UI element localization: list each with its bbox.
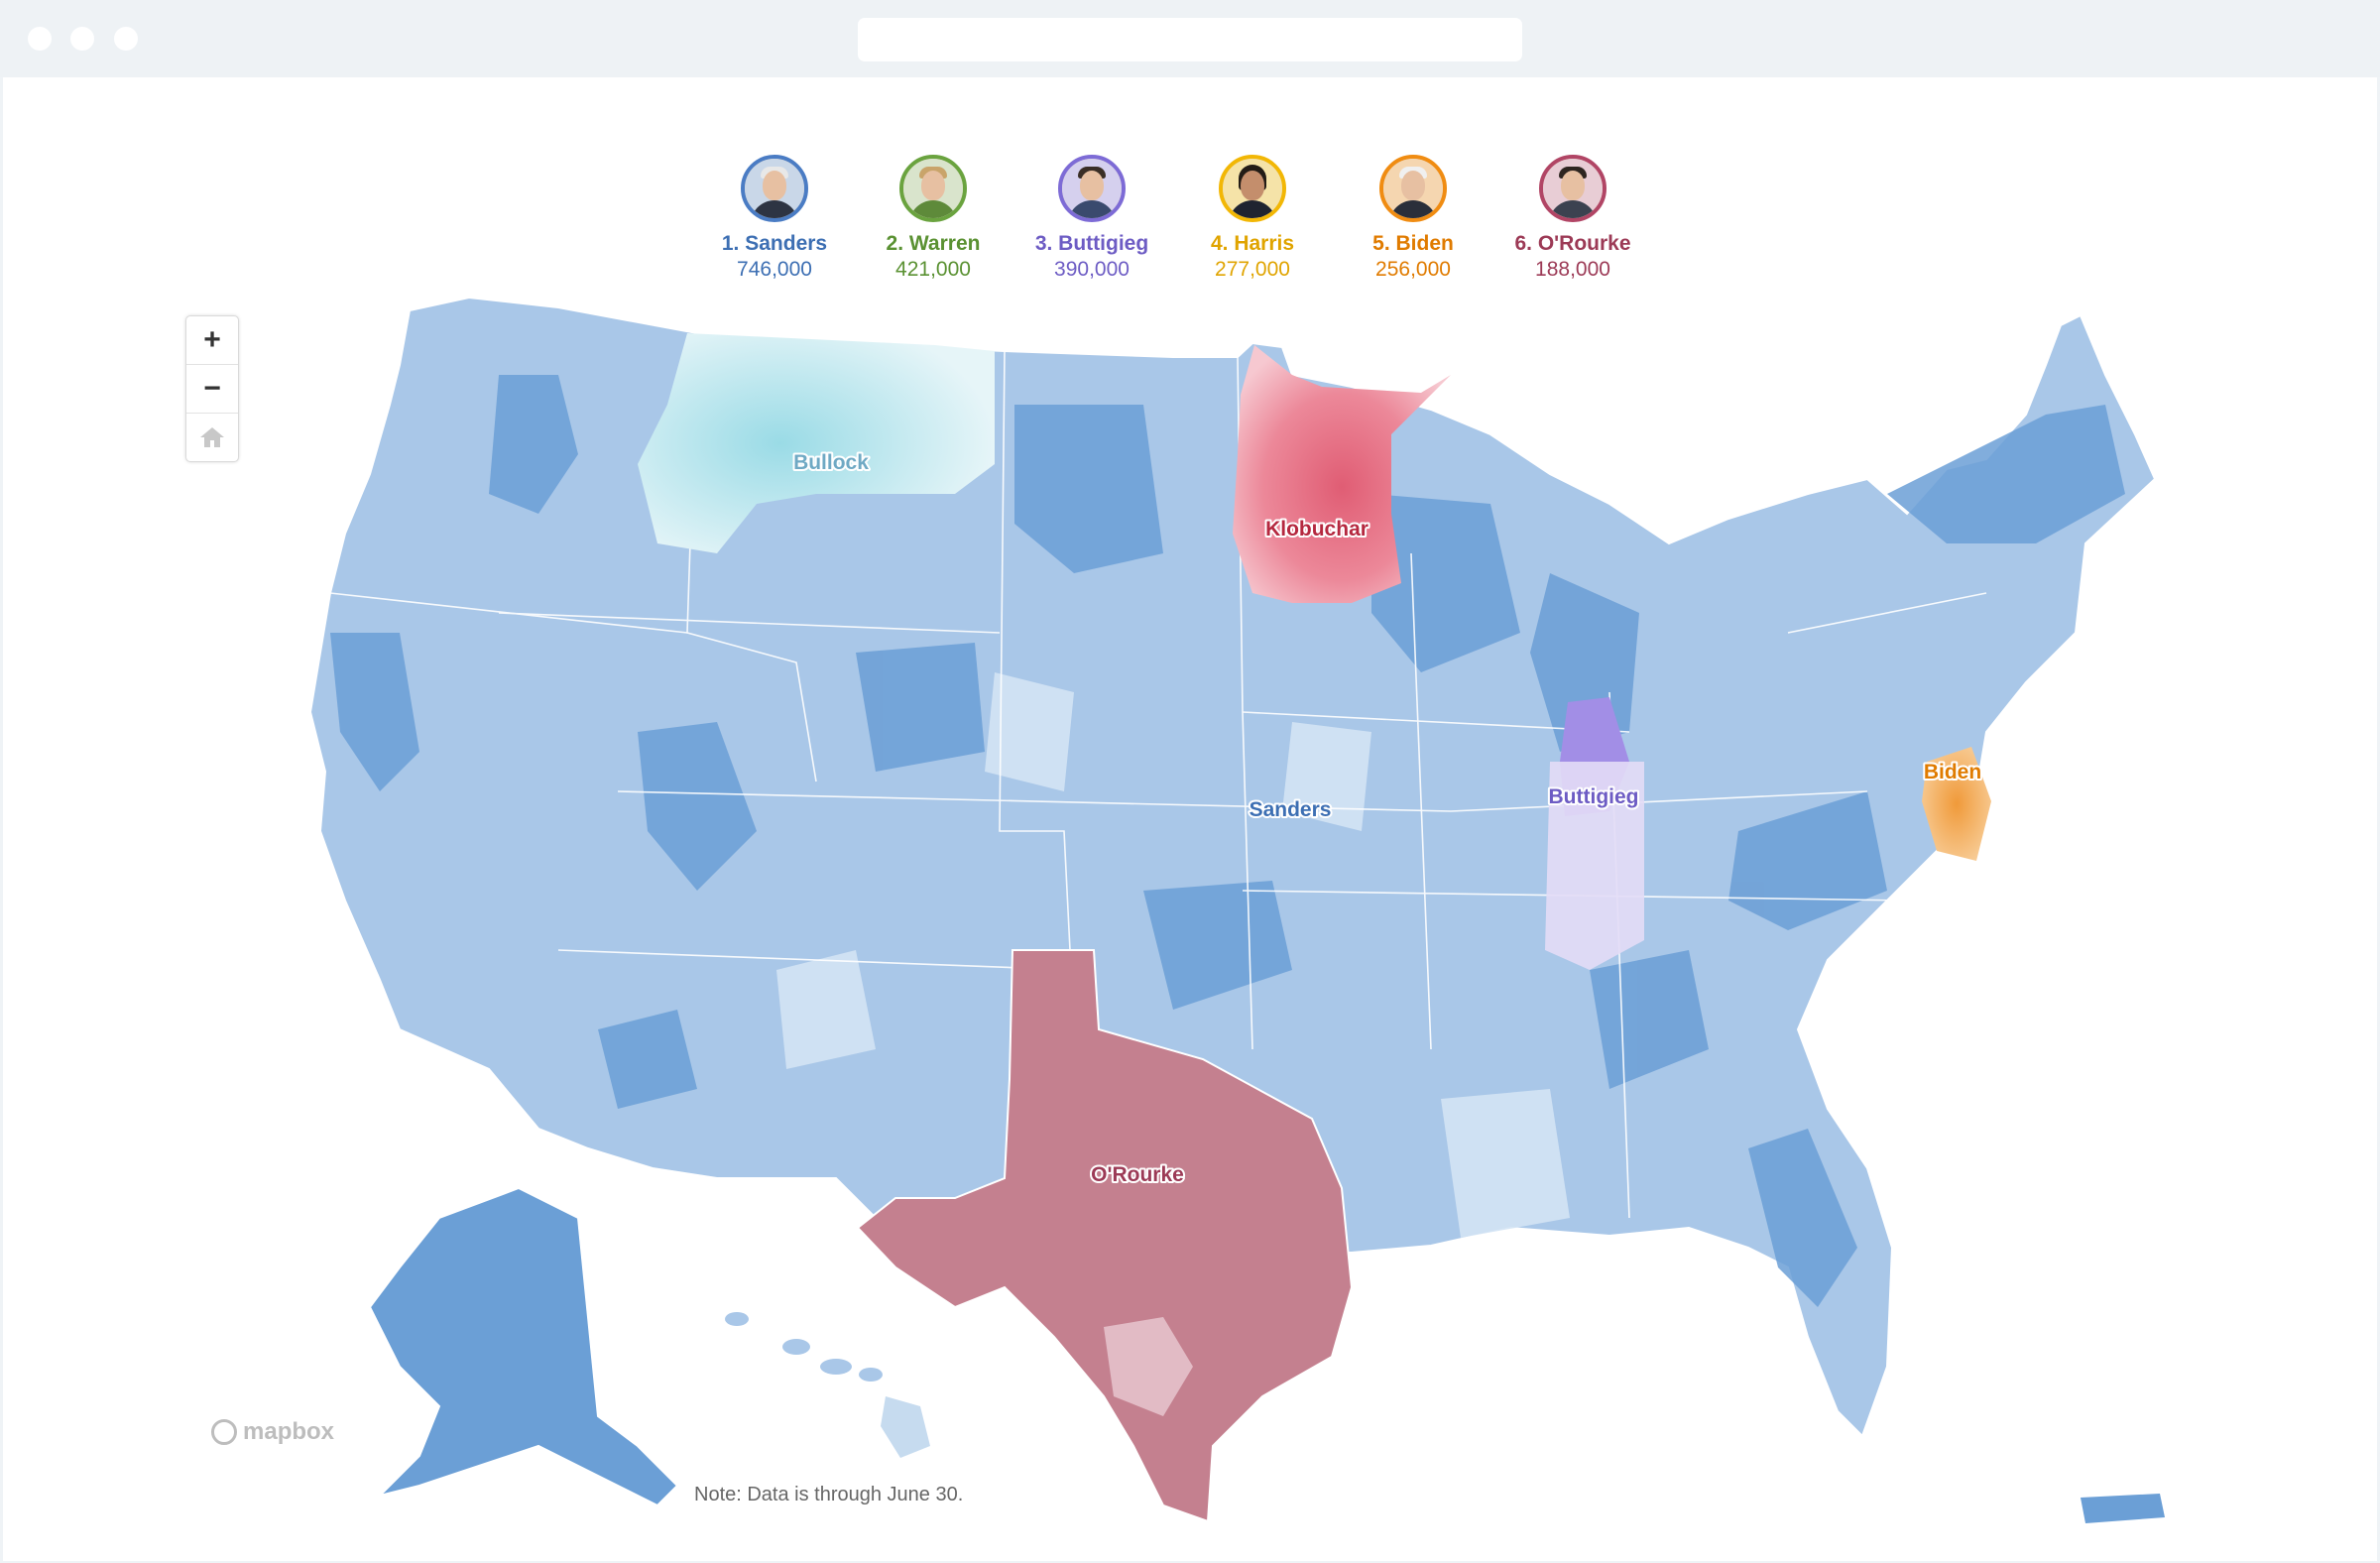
- hawaii-shape: [725, 1312, 930, 1458]
- map-label-biden: Biden: [1924, 761, 1981, 783]
- candidate-count: 746,000: [737, 258, 812, 281]
- mapbox-attribution[interactable]: mapbox: [211, 1418, 334, 1446]
- klobuchar-region: [1233, 345, 1451, 603]
- puerto-rico-shape: [2081, 1494, 2165, 1523]
- map-label-bullock: Bullock: [793, 451, 869, 474]
- orourke-weak-area: [1104, 1317, 1193, 1416]
- buttigieg-portrait-icon: [1058, 155, 1126, 222]
- mapbox-logo-icon: [211, 1419, 237, 1445]
- browser-chrome: [0, 0, 2380, 77]
- map-label-sanders: Sanders: [1250, 798, 1332, 821]
- window-close-dot[interactable]: [28, 27, 52, 51]
- home-icon: [200, 427, 224, 447]
- mapbox-wordmark: mapbox: [243, 1418, 335, 1445]
- candidate-name: 3. Buttigieg: [1034, 232, 1149, 255]
- candidate-count: 188,000: [1535, 258, 1610, 281]
- candidate-biden: 5. Biden 256,000: [1329, 155, 1497, 282]
- reset-view-button[interactable]: [186, 414, 238, 461]
- window-maximize-dot[interactable]: [114, 27, 138, 51]
- alaska-shape: [368, 1186, 679, 1507]
- candidate-name: 4. Harris: [1210, 232, 1295, 255]
- orourke-portrait-icon: [1539, 155, 1606, 222]
- sanders-portrait-icon: [741, 155, 808, 222]
- sanders-stronghold-patches: [330, 375, 2125, 1307]
- candidate-buttigieg: 3. Buttigieg 390,000: [1008, 155, 1176, 282]
- candidate-warren: 2. Warren 421,000: [849, 155, 1017, 282]
- data-note: Note: Data is through June 30.: [694, 1484, 964, 1505]
- map-zoom-controls: + −: [185, 315, 239, 462]
- us-choropleth-map[interactable]: Bullock Klobuchar Sanders Buttigieg Bide…: [3, 77, 2377, 1561]
- harris-portrait-icon: [1219, 155, 1286, 222]
- sanders-weak-patches: [776, 672, 1570, 1238]
- candidate-count: 390,000: [1054, 258, 1130, 281]
- biden-portrait-icon: [1379, 155, 1447, 222]
- candidate-name: 6. O'Rourke: [1514, 232, 1631, 255]
- candidate-count: 256,000: [1375, 258, 1451, 281]
- candidate-count: 421,000: [895, 258, 971, 281]
- candidate-name: 2. Warren: [886, 232, 981, 255]
- orourke-region: [856, 949, 1354, 1523]
- zoom-in-button[interactable]: +: [186, 316, 238, 365]
- contiguous-us-shape: [308, 296, 2157, 1448]
- address-bar[interactable]: [858, 18, 1522, 61]
- window-minimize-dot[interactable]: [70, 27, 94, 51]
- candidate-orourke: 6. O'Rourke 188,000: [1488, 155, 1657, 282]
- candidate-sanders: 1. Sanders 746,000: [690, 155, 859, 282]
- candidate-name: 5. Biden: [1372, 232, 1454, 255]
- biden-region: [1922, 747, 1991, 861]
- map-label-orourke: O'Rourke: [1091, 1163, 1184, 1186]
- page-content: 1. Sanders 746,000 2. Warren 421,000 3. …: [3, 77, 2377, 1561]
- map-label-buttigieg: Buttigieg: [1549, 785, 1639, 808]
- buttigieg-surrounding: [1545, 762, 1644, 970]
- candidate-count: 277,000: [1215, 258, 1290, 281]
- bullock-region: [638, 333, 995, 553]
- map-label-klobuchar: Klobuchar: [1265, 518, 1368, 541]
- candidate-name: 1. Sanders: [721, 232, 828, 255]
- warren-portrait-icon: [899, 155, 967, 222]
- zoom-out-button[interactable]: −: [186, 365, 238, 414]
- candidate-harris: 4. Harris 277,000: [1168, 155, 1337, 282]
